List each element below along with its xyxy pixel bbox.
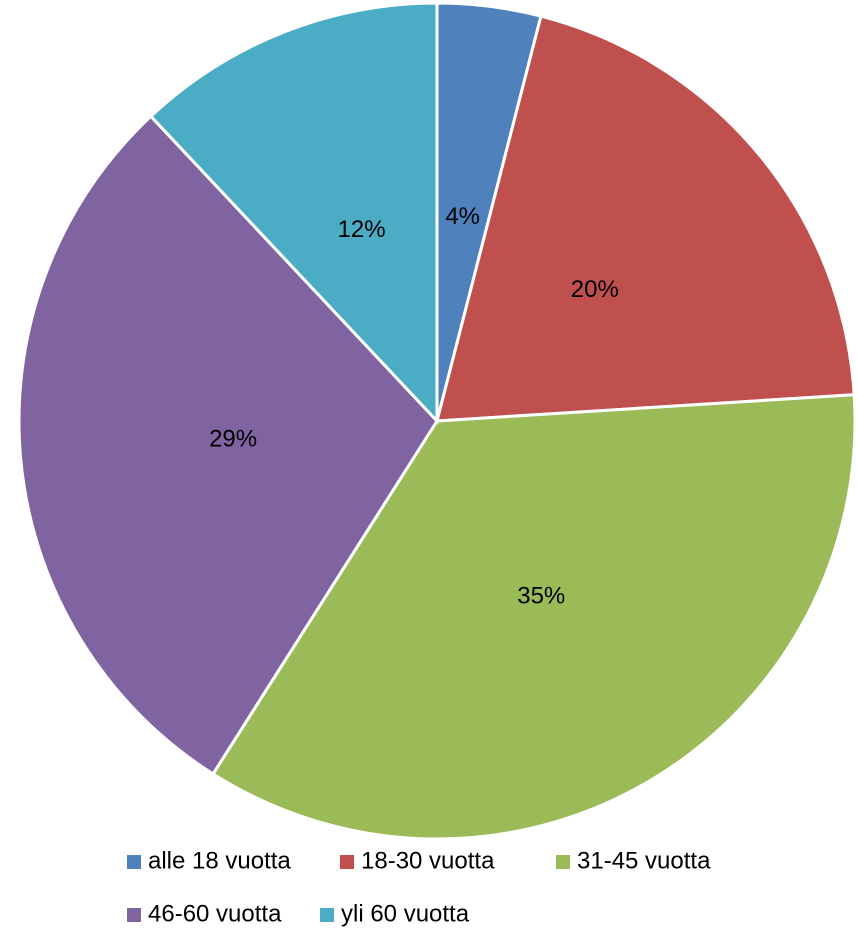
legend-swatch bbox=[127, 908, 141, 922]
legend-swatch bbox=[320, 908, 334, 922]
legend-label: alle 18 vuotta bbox=[148, 847, 291, 874]
data-label: 29% bbox=[209, 426, 257, 453]
data-label: 4% bbox=[445, 203, 480, 230]
pie-slice bbox=[210, 393, 857, 841]
data-label: 35% bbox=[517, 583, 565, 610]
pie-slice bbox=[148, 1, 439, 425]
legend-swatch bbox=[127, 855, 141, 869]
legend-label: 46-60 vuotta bbox=[148, 900, 282, 927]
pie-slice bbox=[435, 14, 856, 423]
legend-label: 18-30 vuotta bbox=[361, 847, 495, 874]
legend-swatch bbox=[556, 855, 570, 869]
legend-label: 31-45 vuotta bbox=[577, 847, 711, 874]
legend-label: yli 60 vuotta bbox=[341, 900, 470, 927]
pie-slice bbox=[17, 114, 439, 777]
data-label: 12% bbox=[338, 216, 386, 243]
legend-swatch bbox=[340, 855, 354, 869]
data-label: 20% bbox=[571, 276, 619, 303]
